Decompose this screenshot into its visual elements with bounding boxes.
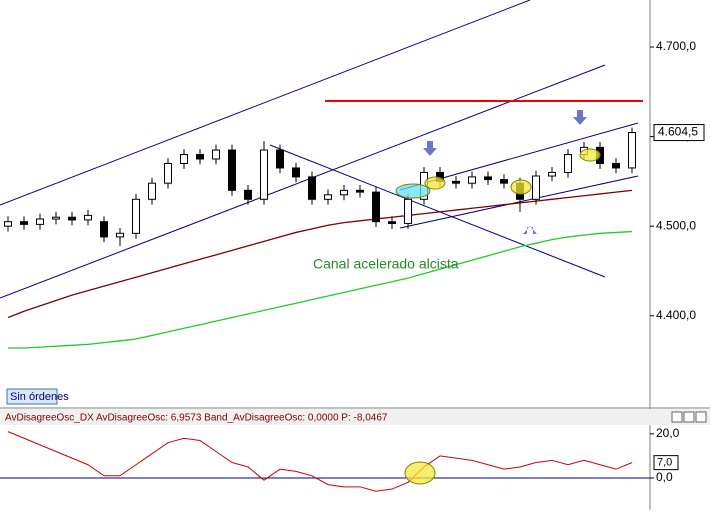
candle-body (484, 176, 492, 181)
candle-body (324, 194, 332, 200)
moving-average (7, 189, 633, 319)
window-button[interactable] (695, 411, 707, 423)
candle-body (148, 182, 156, 200)
status-button[interactable] (6, 388, 58, 405)
y-tick-label: 4.400,0 (656, 308, 696, 322)
indicator-line (7, 431, 633, 492)
arrow (423, 141, 437, 156)
highlight (404, 461, 436, 485)
trend-line (0, 64, 606, 299)
candle-body (4, 221, 12, 227)
candle-body (132, 198, 140, 234)
highlight (579, 148, 601, 162)
last-value-label: 7,0 (657, 457, 672, 469)
candle-body (404, 198, 412, 224)
candle-body (500, 179, 508, 184)
candle-body (388, 221, 396, 224)
y-tick-label: 0,0 (656, 470, 673, 484)
candle-body (228, 149, 236, 191)
candle-body (36, 218, 44, 225)
candle-body (212, 149, 220, 160)
y-tick-label: 20,0 (656, 426, 680, 440)
candle-body (372, 191, 380, 223)
candle-body (276, 149, 284, 169)
indicator-title: AvDisagreeOsc_DX AvDisagreeOsc: 6,9573 B… (5, 413, 388, 424)
highlight (510, 179, 532, 195)
arrow (573, 110, 587, 125)
candle-body (532, 175, 540, 200)
candle-body (260, 149, 268, 200)
last-price-box (653, 124, 705, 142)
candle-body (612, 162, 620, 169)
window-button[interactable] (671, 411, 683, 423)
last-price-label: 4.604,5 (658, 125, 698, 139)
candle-body (308, 176, 316, 200)
candle-body (452, 180, 460, 184)
highlight (424, 176, 446, 190)
candle-body (20, 221, 28, 225)
candle-body (340, 189, 348, 196)
trend-line (269, 144, 606, 278)
candle-body (244, 189, 252, 200)
moving-average (8, 230, 633, 349)
last-value-box (653, 455, 679, 471)
candle-body (564, 154, 572, 173)
candle-body (180, 154, 188, 164)
annotation: Canal acelerado alcista (313, 256, 459, 272)
candle-body (356, 189, 364, 193)
overlay (395, 110, 601, 515)
candle-body (68, 216, 76, 221)
status-text: Sin órdenes (10, 391, 69, 403)
trend-line (0, 0, 531, 206)
highlight (395, 183, 431, 199)
y-tick-label: 4.500,0 (656, 218, 696, 232)
candle-body (84, 214, 92, 221)
candle-body (628, 132, 636, 169)
candle-body (292, 167, 300, 178)
candle-body (100, 221, 108, 238)
candle-body (116, 232, 124, 238)
y-tick-label: 4.700,0 (656, 39, 696, 53)
candle-body (164, 162, 172, 184)
indicator-header (0, 409, 710, 425)
candle-body (548, 171, 556, 177)
candle-body (196, 154, 204, 160)
trend-line (399, 175, 639, 229)
window-button[interactable] (683, 411, 695, 423)
candle-body (468, 176, 476, 184)
arrow (523, 226, 537, 234)
candle-body (52, 216, 60, 220)
